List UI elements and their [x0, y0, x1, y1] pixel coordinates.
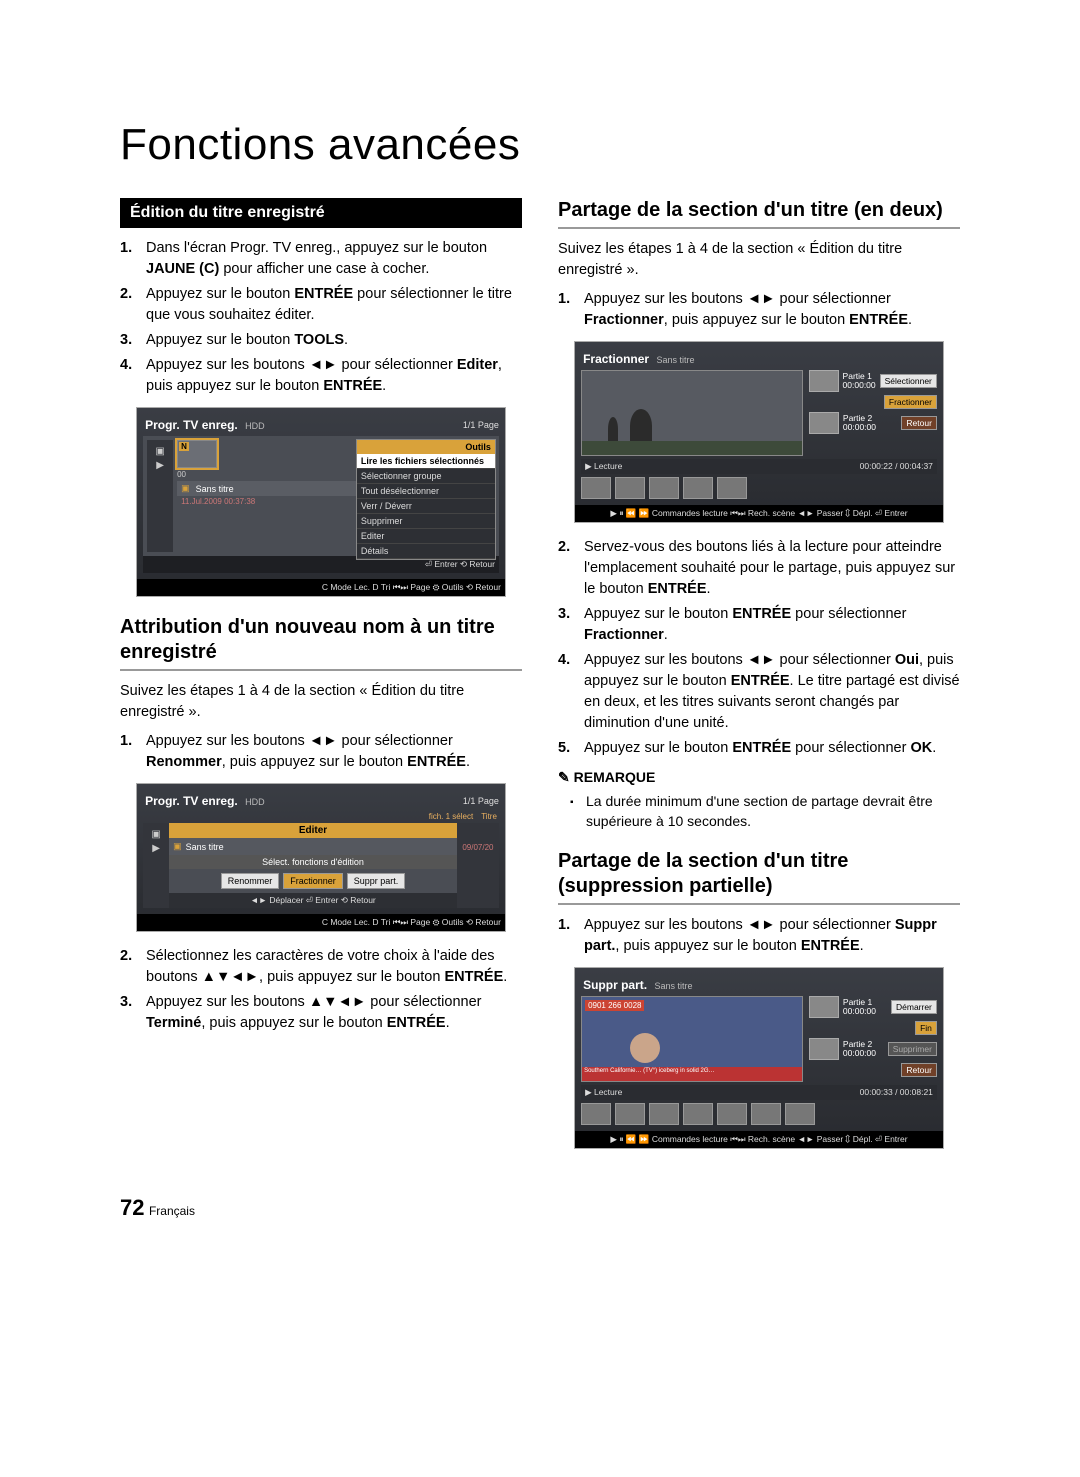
preview-pane: 0901 266 0028 Southern Californie… (TV°)…: [581, 996, 803, 1082]
shot-title: Progr. TV enreg.: [145, 418, 238, 432]
step-item: Appuyez sur les boutons ◄► pour sélectio…: [558, 650, 960, 734]
tools-menu: Outils Lire les fichiers sélectionnés Sé…: [356, 439, 496, 560]
step-item: Dans l'écran Progr. TV enreg., appuyez s…: [120, 238, 522, 280]
fractionner-button[interactable]: Fractionner: [884, 395, 937, 409]
shot-footer: C Mode Lec. D Tri ⏮⏭ Page ⚙ Outils ⟲ Ret…: [137, 579, 505, 596]
split-button[interactable]: Fractionner: [283, 873, 343, 889]
delete-button[interactable]: Supprimer: [888, 1042, 937, 1056]
intro-text: Suivez les étapes 1 à 4 de la section « …: [558, 239, 960, 281]
split-steps-b: Servez-vous des boutons liés à la lectur…: [558, 537, 960, 759]
screenshot-prog-tv-tools: Progr. TV enreg. HDD 1/1 Page ▣▶ N 00: [136, 407, 506, 597]
step-item: Appuyez sur les boutons ◄► pour sélectio…: [558, 289, 960, 331]
rename-steps-b: Sélectionnez les caractères de votre cho…: [120, 946, 522, 1034]
step-item: Appuyez sur les boutons ◄► pour sélectio…: [120, 731, 522, 773]
edit-title-steps: Dans l'écran Progr. TV enreg., appuyez s…: [120, 238, 522, 397]
rename-steps-a: Appuyez sur les boutons ◄► pour sélectio…: [120, 731, 522, 773]
step-item: Appuyez sur le bouton TOOLS.: [120, 330, 522, 351]
content-columns: Édition du titre enregistré Dans l'écran…: [120, 198, 960, 1163]
menu-item[interactable]: Détails: [357, 544, 495, 559]
page-footer: 72 Français: [120, 1195, 960, 1221]
select-button[interactable]: Sélectionner: [880, 374, 937, 388]
step-item: Appuyez sur le bouton ENTRÉE pour sélect…: [120, 284, 522, 326]
end-button[interactable]: Fin: [915, 1021, 937, 1035]
start-button[interactable]: Démarrer: [891, 1000, 937, 1014]
shot-title-sub: HDD: [245, 421, 265, 431]
step-item: Appuyez sur les boutons ◄► pour sélectio…: [558, 915, 960, 957]
remark-heading: ✎ REMARQUE: [558, 769, 960, 786]
menu-item[interactable]: Editer: [357, 529, 495, 544]
delete-part-button[interactable]: Suppr part.: [347, 873, 406, 889]
remark-body: La durée minimum d'une section de partag…: [558, 792, 960, 831]
step-item: Appuyez sur les boutons ◄► pour sélectio…: [120, 355, 522, 397]
screenshot-edit-functions: Progr. TV enreg. HDD 1/1 Page fich. 1 sé…: [136, 783, 506, 932]
menu-item[interactable]: Supprimer: [357, 514, 495, 529]
page-language: Français: [149, 1204, 195, 1218]
subheading-suppr: Partage de la section d'un titre (suppre…: [558, 849, 960, 899]
step-item: Appuyez sur le bouton ENTRÉE pour sélect…: [558, 738, 960, 759]
right-column: Partage de la section d'un titre (en deu…: [558, 198, 960, 1163]
step-item: Servez-vous des boutons liés à la lectur…: [558, 537, 960, 600]
subheading-split: Partage de la section d'un titre (en deu…: [558, 198, 960, 223]
return-button[interactable]: Retour: [901, 416, 937, 430]
step-item: Appuyez sur le bouton ENTRÉE pour sélect…: [558, 604, 960, 646]
suppr-steps: Appuyez sur les boutons ◄► pour sélectio…: [558, 915, 960, 957]
split-steps-a: Appuyez sur les boutons ◄► pour sélectio…: [558, 289, 960, 331]
page-number: 72: [120, 1195, 144, 1220]
shot-sidebar: ▣▶: [147, 440, 173, 552]
preview-pane: [581, 370, 803, 456]
menu-item[interactable]: Verr / Déverr: [357, 499, 495, 514]
screenshot-suppr-part: Suppr part. Sans titre 0901 266 0028 Sou…: [574, 967, 944, 1149]
page-indicator: 1/1 Page: [463, 420, 499, 430]
screenshot-fractionner: Fractionner Sans titre Partie 100:00:00S…: [574, 341, 944, 523]
section-bar: Édition du titre enregistré: [120, 198, 522, 228]
menu-item[interactable]: Tout désélectionner: [357, 484, 495, 499]
step-item: Sélectionnez les caractères de votre cho…: [120, 946, 522, 988]
menu-item[interactable]: Lire les fichiers sélectionnés: [357, 454, 495, 469]
subheading-rename: Attribution d'un nouveau nom à un titre …: [120, 615, 522, 665]
step-item: Appuyez sur les boutons ▲▼◄► pour sélect…: [120, 992, 522, 1034]
rename-button[interactable]: Renommer: [221, 873, 280, 889]
left-column: Édition du titre enregistré Dans l'écran…: [120, 198, 522, 1163]
menu-item[interactable]: Sélectionner groupe: [357, 469, 495, 484]
return-button[interactable]: Retour: [901, 1063, 937, 1077]
main-title: Fonctions avancées: [120, 120, 960, 170]
page: Fonctions avancées Édition du titre enre…: [0, 0, 1080, 1261]
intro-text: Suivez les étapes 1 à 4 de la section « …: [120, 681, 522, 723]
